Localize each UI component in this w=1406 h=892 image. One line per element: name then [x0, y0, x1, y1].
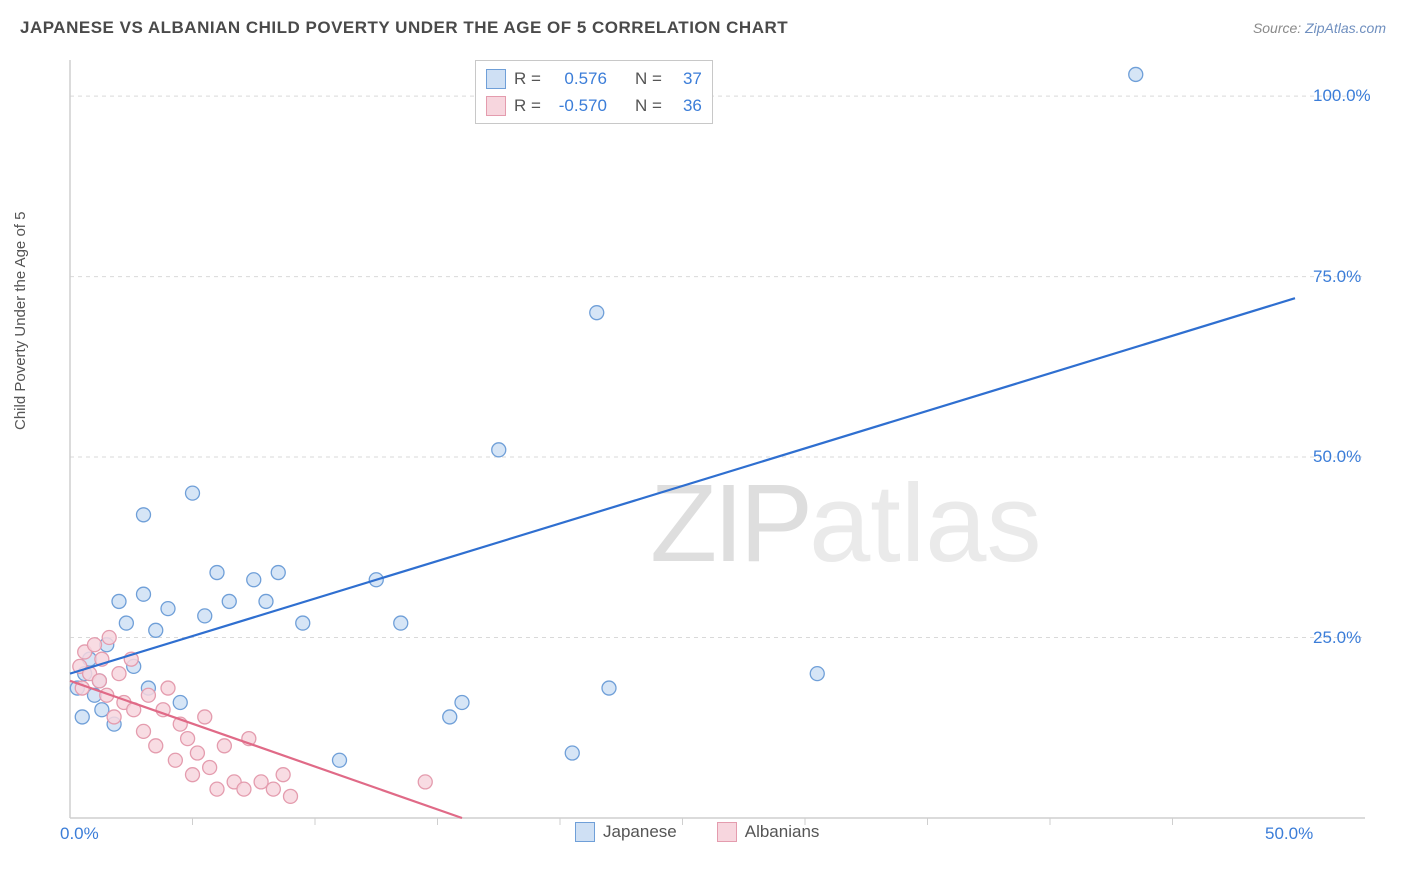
scatter-point — [222, 594, 236, 608]
source-prefix: Source: — [1253, 20, 1305, 36]
scatter-point — [107, 710, 121, 724]
scatter-point — [266, 782, 280, 796]
n-label: N = — [635, 65, 662, 92]
source-credit: Source: ZipAtlas.com — [1253, 20, 1386, 36]
y-tick-label: 75.0% — [1313, 267, 1361, 287]
scatter-point — [276, 768, 290, 782]
legend-series-item: Albanians — [717, 822, 820, 842]
scatter-plot — [70, 60, 1380, 840]
x-tick-label: 50.0% — [1265, 824, 1313, 844]
legend-swatch — [486, 96, 506, 116]
y-tick-label: 25.0% — [1313, 628, 1361, 648]
legend-series: Japanese Albanians — [575, 822, 819, 842]
scatter-point — [88, 638, 102, 652]
scatter-point — [565, 746, 579, 760]
scatter-point — [1129, 67, 1143, 81]
scatter-point — [237, 782, 251, 796]
chart-title: JAPANESE VS ALBANIAN CHILD POVERTY UNDER… — [20, 18, 788, 38]
legend-stat-row: R = -0.570 N = 36 — [486, 92, 702, 119]
scatter-point — [141, 688, 155, 702]
x-tick-label: 0.0% — [60, 824, 99, 844]
scatter-point — [590, 306, 604, 320]
legend-stats: R = 0.576 N = 37 R = -0.570 N = 36 — [475, 60, 713, 124]
scatter-point — [92, 674, 106, 688]
scatter-point — [198, 609, 212, 623]
trend-line — [70, 681, 462, 818]
scatter-point — [455, 695, 469, 709]
y-axis-label: Child Poverty Under the Age of 5 — [12, 212, 29, 430]
scatter-point — [443, 710, 457, 724]
r-value: -0.570 — [549, 92, 607, 119]
legend-swatch — [717, 822, 737, 842]
scatter-point — [173, 695, 187, 709]
legend-swatch — [486, 69, 506, 89]
scatter-point — [210, 566, 224, 580]
scatter-point — [190, 746, 204, 760]
legend-series-item: Japanese — [575, 822, 677, 842]
scatter-point — [247, 573, 261, 587]
scatter-point — [75, 710, 89, 724]
scatter-point — [119, 616, 133, 630]
legend-swatch — [575, 822, 595, 842]
r-label: R = — [514, 65, 541, 92]
r-value: 0.576 — [549, 65, 607, 92]
source-link[interactable]: ZipAtlas.com — [1305, 20, 1386, 36]
scatter-point — [810, 667, 824, 681]
scatter-point — [112, 594, 126, 608]
trend-line — [70, 298, 1295, 673]
scatter-point — [259, 594, 273, 608]
y-tick-label: 100.0% — [1313, 86, 1371, 106]
scatter-point — [168, 753, 182, 767]
n-value: 36 — [670, 92, 702, 119]
chart-area: ZIPatlas R =0.576N =37R =-0.570N =36 Jap… — [70, 60, 1380, 840]
legend-series-label: Japanese — [603, 822, 677, 842]
scatter-point — [102, 631, 116, 645]
legend-series-label: Albanians — [745, 822, 820, 842]
n-value: 37 — [670, 65, 702, 92]
scatter-point — [186, 486, 200, 500]
scatter-point — [137, 508, 151, 522]
scatter-point — [149, 623, 163, 637]
scatter-point — [198, 710, 212, 724]
scatter-point — [217, 739, 231, 753]
scatter-point — [203, 760, 217, 774]
scatter-point — [271, 566, 285, 580]
scatter-point — [161, 681, 175, 695]
scatter-point — [333, 753, 347, 767]
scatter-point — [137, 587, 151, 601]
scatter-point — [137, 724, 151, 738]
scatter-point — [284, 789, 298, 803]
legend-stat-row: R = 0.576 N = 37 — [486, 65, 702, 92]
scatter-point — [112, 667, 126, 681]
scatter-point — [186, 768, 200, 782]
scatter-point — [492, 443, 506, 457]
scatter-point — [296, 616, 310, 630]
y-tick-label: 50.0% — [1313, 447, 1361, 467]
scatter-point — [418, 775, 432, 789]
scatter-point — [95, 703, 109, 717]
scatter-point — [149, 739, 163, 753]
scatter-point — [181, 732, 195, 746]
scatter-point — [210, 782, 224, 796]
r-label: R = — [514, 92, 541, 119]
scatter-point — [602, 681, 616, 695]
scatter-point — [254, 775, 268, 789]
scatter-point — [161, 602, 175, 616]
n-label: N = — [635, 92, 662, 119]
scatter-point — [394, 616, 408, 630]
